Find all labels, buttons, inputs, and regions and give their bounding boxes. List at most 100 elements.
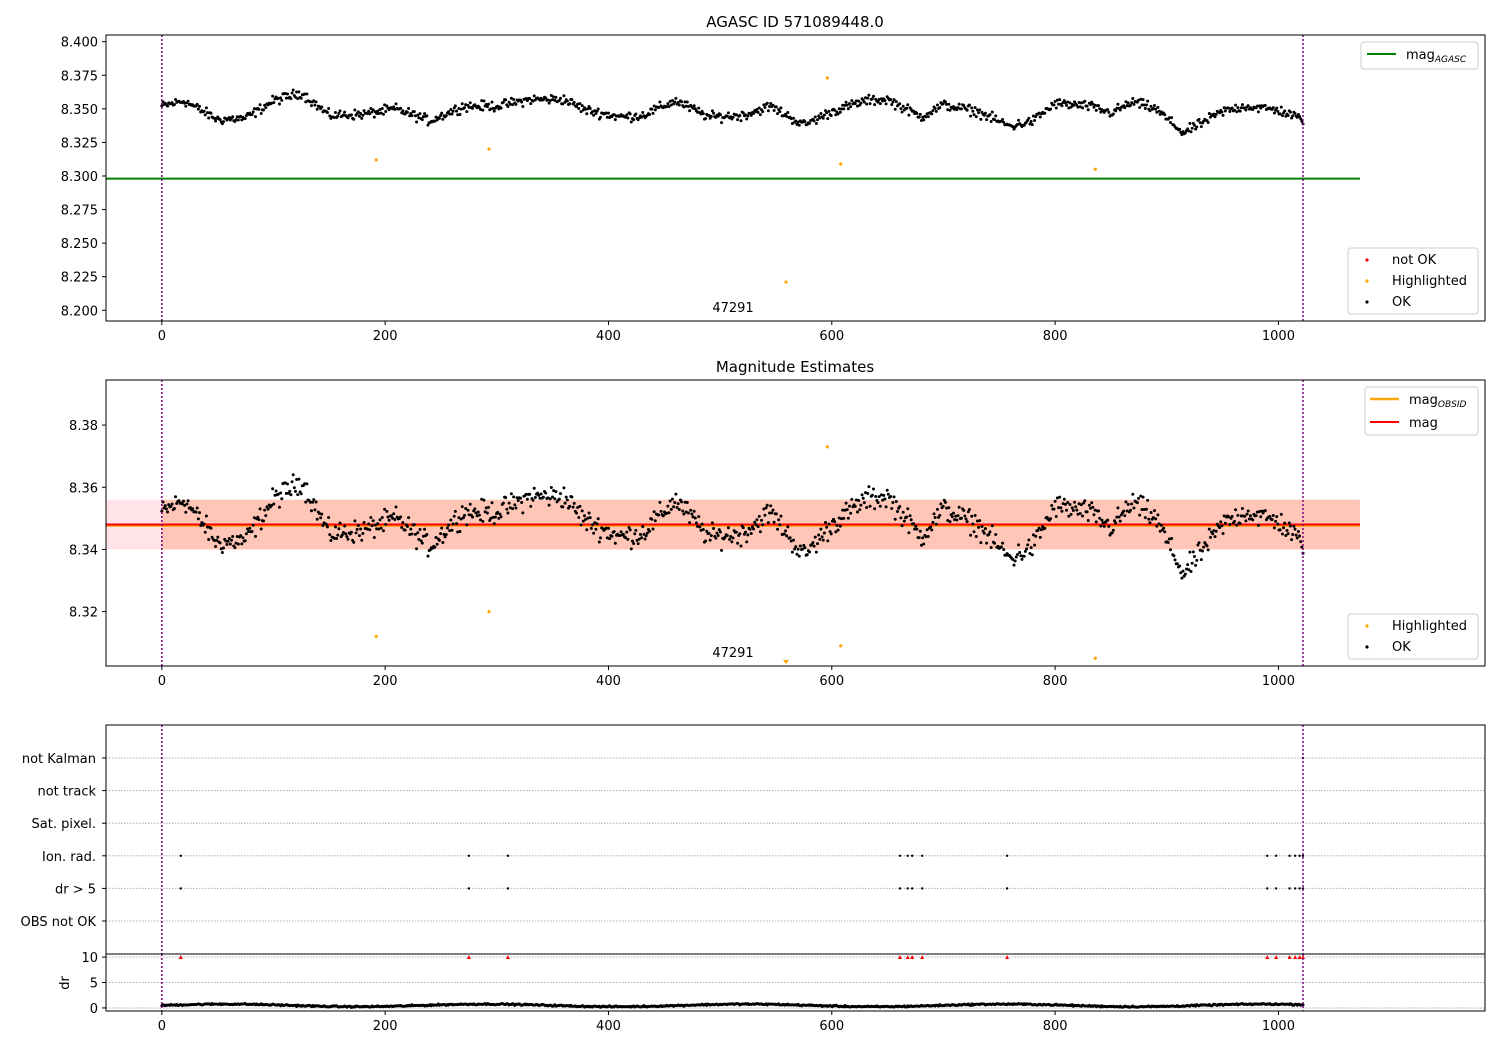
ok-point: [970, 514, 974, 518]
ok-point: [1190, 561, 1194, 565]
ok-point: [1208, 115, 1212, 119]
flag-event-point: [467, 887, 471, 890]
ytick-label: 8.400: [61, 36, 98, 51]
ok-point: [361, 532, 365, 536]
ok-point: [900, 524, 904, 528]
ok-point: [886, 492, 890, 496]
ok-point: [1232, 519, 1236, 523]
ok-point: [345, 535, 349, 539]
flag-event-point: [1266, 887, 1269, 890]
flag-event-point: [1293, 854, 1297, 857]
ok-point: [846, 107, 850, 111]
ok-point: [240, 542, 244, 546]
ok-point: [1028, 122, 1032, 126]
ok-point: [683, 500, 687, 504]
ok-point: [529, 504, 533, 508]
ok-point: [720, 121, 724, 125]
ok-point: [314, 100, 318, 104]
ok-point: [801, 547, 805, 551]
ok-point: [235, 115, 239, 119]
ok-point: [582, 514, 586, 518]
ok-point: [1126, 101, 1130, 105]
ok-point: [629, 120, 633, 124]
ok-point: [461, 516, 465, 520]
ok-point: [725, 114, 729, 118]
ok-point: [738, 532, 742, 536]
ok-point: [1058, 98, 1062, 102]
ok-point: [200, 521, 204, 525]
ok-point: [768, 511, 772, 515]
ok-point: [1122, 509, 1126, 513]
ok-point: [863, 491, 867, 495]
legend-not-ok-marker: [1365, 258, 1369, 262]
ok-point: [1034, 534, 1038, 538]
ok-point: [1063, 101, 1067, 105]
ok-point: [1079, 101, 1083, 105]
ok-point: [641, 110, 645, 114]
xtick-label: 800: [1043, 1019, 1068, 1034]
ok-point: [1034, 115, 1038, 119]
ok-point: [416, 531, 420, 535]
ok-point: [670, 497, 674, 501]
ok-point: [412, 523, 416, 527]
xtick-label: 400: [596, 674, 621, 689]
ok-point: [1111, 528, 1115, 532]
ok-point: [258, 103, 262, 107]
ok-point: [1300, 545, 1304, 549]
ytick-label: 8.325: [61, 136, 98, 151]
ok-point: [778, 523, 782, 527]
ok-point: [1188, 550, 1192, 554]
ok-point: [926, 115, 930, 119]
ok-point: [834, 113, 838, 117]
ok-point: [439, 113, 443, 117]
ok-point: [736, 118, 740, 122]
ok-point: [1066, 500, 1070, 504]
ok-point: [1294, 533, 1298, 537]
ok-point: [553, 98, 557, 102]
ok-point: [1146, 498, 1150, 502]
ok-point: [240, 118, 244, 122]
flag-event-point: [1293, 887, 1297, 890]
ok-point: [195, 506, 199, 510]
ok-point: [1258, 104, 1262, 108]
ok-point: [798, 544, 802, 548]
ok-point: [1107, 524, 1111, 528]
ok-point: [938, 106, 942, 110]
ok-point: [196, 517, 200, 521]
panel-magnitude-legend-lower: Highlighted OK: [1347, 613, 1479, 660]
ok-point: [1141, 495, 1145, 499]
ok-point: [763, 513, 767, 517]
ok-point: [490, 501, 494, 505]
ok-point: [394, 505, 398, 509]
ok-point: [1144, 507, 1148, 511]
ok-point: [283, 481, 287, 485]
flag-event-point: [1274, 854, 1278, 857]
ok-point: [496, 510, 500, 514]
ok-point: [1115, 106, 1119, 110]
ok-point: [1138, 513, 1142, 517]
ok-point: [416, 113, 420, 117]
ok-point: [525, 497, 529, 501]
ok-point: [250, 530, 254, 534]
ok-point: [691, 515, 695, 519]
ok-point: [359, 111, 363, 115]
ok-point: [1159, 523, 1163, 527]
ok-point: [683, 100, 687, 104]
ok-point: [962, 103, 966, 107]
ok-point: [1236, 513, 1240, 517]
ok-point: [437, 538, 441, 542]
ok-point: [405, 525, 409, 529]
ok-point: [855, 510, 859, 514]
ok-point: [1272, 111, 1276, 115]
ok-point: [449, 518, 453, 522]
ok-point: [1114, 521, 1118, 525]
ok-point: [843, 103, 847, 107]
highlighted-point: [374, 634, 378, 639]
ok-point: [1077, 101, 1081, 105]
ok-point: [328, 533, 332, 537]
ok-point: [1213, 115, 1217, 119]
ok-point: [1194, 563, 1198, 567]
ok-point: [974, 115, 978, 119]
ok-point: [757, 514, 761, 518]
ok-point: [769, 101, 773, 105]
